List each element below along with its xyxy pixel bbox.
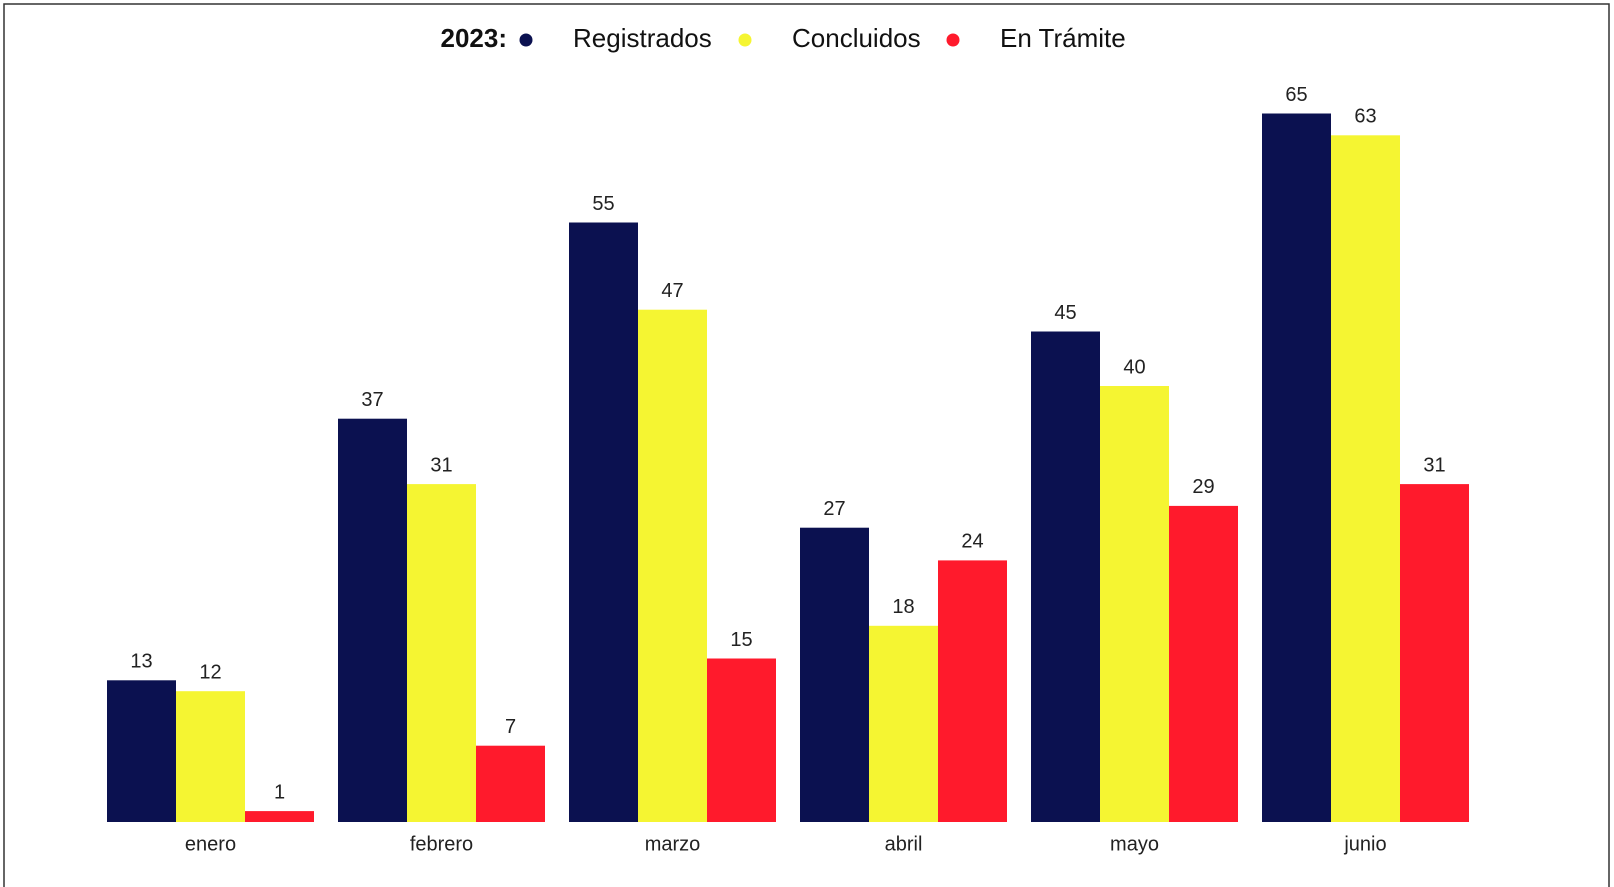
- bar: [800, 527, 869, 822]
- legend-label: En Trámite: [1000, 23, 1126, 53]
- legend: 2023: Registrados Concluidos En Trámite: [441, 23, 1126, 53]
- bar: [707, 658, 776, 822]
- data-label: 47: [661, 280, 683, 302]
- data-label: 29: [1192, 476, 1214, 498]
- bar: [1331, 135, 1400, 823]
- bar: [869, 625, 938, 822]
- bar: [1169, 505, 1238, 822]
- data-label: 31: [1423, 454, 1445, 476]
- bar: [638, 309, 707, 822]
- legend-label: Concluidos: [792, 23, 921, 53]
- x-tick-label: abril: [885, 833, 923, 855]
- data-label: 45: [1054, 302, 1076, 324]
- legend-marker: [519, 33, 533, 47]
- bar: [107, 680, 176, 822]
- data-label: 15: [730, 629, 752, 651]
- x-tick-label: febrero: [410, 833, 473, 855]
- x-tick-label: enero: [185, 833, 236, 855]
- legend-marker: [738, 33, 752, 47]
- x-tick-label: junio: [1343, 833, 1386, 855]
- data-label: 37: [361, 389, 383, 411]
- bar: [938, 560, 1007, 822]
- bar: [407, 484, 476, 822]
- data-label: 27: [823, 498, 845, 520]
- bar: [1031, 331, 1100, 822]
- x-tick-label: mayo: [1110, 833, 1159, 855]
- data-label: 31: [430, 454, 452, 476]
- bar: [176, 691, 245, 822]
- legend-label: Registrados: [573, 23, 712, 53]
- data-label: 1: [274, 781, 285, 803]
- data-label: 18: [892, 596, 914, 618]
- data-label: 12: [199, 661, 221, 683]
- legend-title: 2023:: [441, 23, 508, 53]
- data-label: 7: [505, 716, 516, 738]
- bar: [245, 811, 314, 822]
- data-label: 63: [1354, 106, 1376, 128]
- data-label: 55: [592, 193, 614, 215]
- data-label: 65: [1285, 84, 1307, 106]
- data-label: 13: [130, 651, 152, 673]
- bar: [476, 745, 545, 822]
- data-label: 40: [1123, 356, 1145, 378]
- bar: [1100, 386, 1169, 822]
- bar: [1262, 113, 1331, 822]
- bar: [1400, 484, 1469, 822]
- legend-marker: [946, 33, 960, 47]
- data-label: 24: [961, 531, 983, 553]
- bar: [569, 222, 638, 822]
- x-tick-label: marzo: [645, 833, 701, 855]
- bar: [338, 418, 407, 822]
